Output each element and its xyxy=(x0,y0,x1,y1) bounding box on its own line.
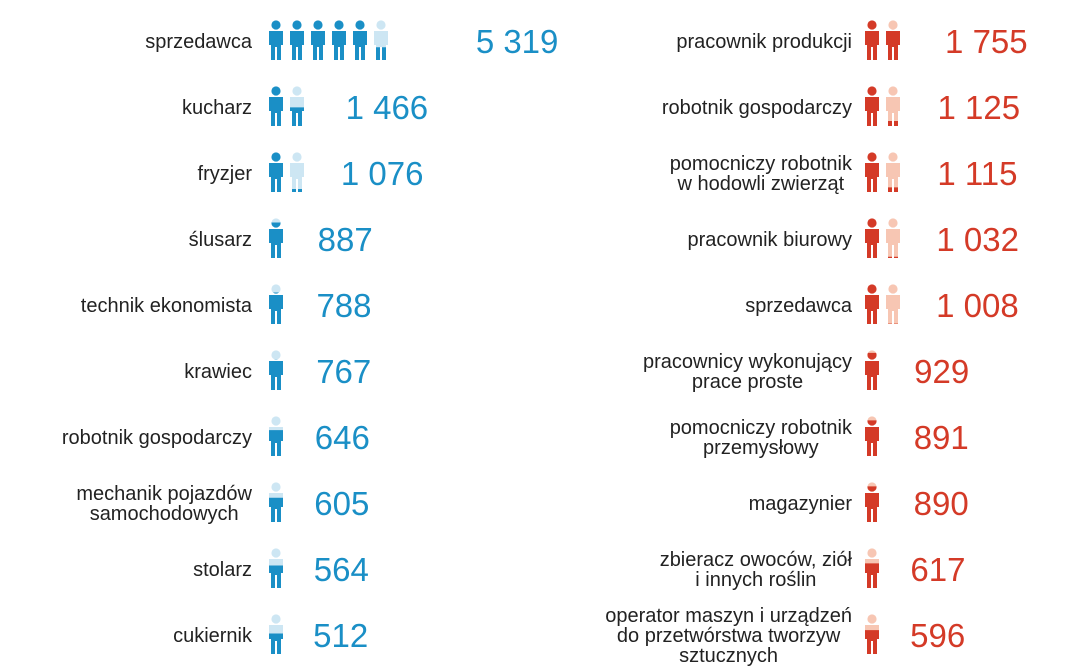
pictogram xyxy=(865,350,879,390)
person-icon xyxy=(269,482,283,522)
category-label: krawiec xyxy=(184,361,252,383)
pictogram xyxy=(269,152,304,192)
category-label: sprzedawca xyxy=(145,31,252,53)
person-icon xyxy=(269,152,283,192)
value-label: 890 xyxy=(913,485,969,522)
category-label: pomocniczy robotnik w hodowli zwierząt xyxy=(669,153,852,195)
value-label: 564 xyxy=(313,551,369,588)
person-icon xyxy=(290,20,304,60)
category-label: robotnik gospodarczy xyxy=(61,427,252,449)
value-label: 512 xyxy=(313,617,369,654)
pictogram xyxy=(269,548,283,588)
person-icon xyxy=(886,284,900,324)
person-icon xyxy=(865,416,879,456)
category-label: pomocniczy robotnik przemysłowy xyxy=(669,417,852,459)
person-icon xyxy=(886,218,900,258)
pictogram xyxy=(865,482,879,522)
value-label: 887 xyxy=(317,221,373,258)
person-icon xyxy=(865,548,879,588)
value-label: 1 008 xyxy=(936,287,1019,324)
person-icon xyxy=(886,20,900,60)
person-icon xyxy=(865,284,879,324)
value-label: 1 032 xyxy=(936,221,1019,258)
person-icon xyxy=(269,284,283,324)
category-label: technik ekonomista xyxy=(80,295,252,317)
value-label: 1 466 xyxy=(345,89,429,126)
person-icon xyxy=(865,482,879,522)
pictogram xyxy=(269,482,283,522)
person-icon xyxy=(269,86,283,126)
pictogram xyxy=(865,86,900,126)
pictogram xyxy=(865,152,900,192)
person-icon xyxy=(865,152,879,192)
pictogram xyxy=(269,86,304,126)
pictogram xyxy=(865,20,900,60)
category-label: pracownik produkcji xyxy=(676,31,852,53)
category-label: magazynier xyxy=(748,493,852,515)
category-label: cukiernik xyxy=(173,625,252,647)
person-icon xyxy=(865,614,879,654)
category-label: fryzjer xyxy=(197,163,252,185)
person-icon xyxy=(865,20,879,60)
value-label: 605 xyxy=(314,485,370,522)
value-label: 929 xyxy=(914,353,970,390)
pictogram xyxy=(865,218,900,258)
category-label: sprzedawca xyxy=(745,295,852,317)
value-label: 1 115 xyxy=(937,155,1018,192)
value-label: 617 xyxy=(910,551,966,588)
category-label: stolarz xyxy=(193,559,252,581)
value-label: 788 xyxy=(316,287,372,324)
category-label: mechanik pojazdów samochodowych xyxy=(76,483,252,525)
value-label: 767 xyxy=(316,353,372,390)
person-icon xyxy=(269,548,283,588)
value-label: 646 xyxy=(314,419,370,456)
person-icon xyxy=(353,20,367,60)
value-label: 891 xyxy=(913,419,969,456)
pictogram xyxy=(269,218,283,258)
pictogram xyxy=(269,284,283,324)
person-icon xyxy=(865,350,879,390)
pictogram xyxy=(865,284,900,324)
value-label: 1 125 xyxy=(937,89,1021,126)
person-icon xyxy=(374,20,388,60)
category-label: operator maszyn i urządzeń do przetwórst… xyxy=(605,605,852,667)
category-label: ślusarz xyxy=(188,229,252,251)
category-label: zbieracz owoców, ziół i innych roślin xyxy=(659,549,852,591)
pictogram xyxy=(269,614,283,654)
category-label: kucharz xyxy=(181,97,252,119)
category-label: robotnik gospodarczy xyxy=(661,97,852,119)
person-icon xyxy=(269,416,283,456)
category-label: pracownik biurowy xyxy=(687,229,852,251)
pictogram xyxy=(865,614,879,654)
pictogram xyxy=(865,548,879,588)
person-icon xyxy=(269,20,283,60)
value-label: 1 755 xyxy=(945,23,1028,60)
person-icon xyxy=(269,614,283,654)
pictogram xyxy=(269,350,283,390)
person-icon xyxy=(269,350,283,390)
person-icon xyxy=(290,152,304,192)
person-icon xyxy=(865,218,879,258)
pictogram xyxy=(269,20,388,60)
person-icon xyxy=(332,20,346,60)
value-label: 596 xyxy=(910,617,966,654)
pictogram xyxy=(269,416,283,456)
value-label: 5 319 xyxy=(475,23,559,60)
person-icon xyxy=(865,86,879,126)
person-icon xyxy=(886,152,900,192)
pictogram xyxy=(865,416,879,456)
person-icon xyxy=(269,218,283,258)
category-label: pracownicy wykonujący prace proste xyxy=(643,351,852,393)
person-icon xyxy=(311,20,325,60)
person-icon xyxy=(886,86,900,126)
value-label: 1 076 xyxy=(340,155,424,192)
person-icon xyxy=(290,86,304,126)
